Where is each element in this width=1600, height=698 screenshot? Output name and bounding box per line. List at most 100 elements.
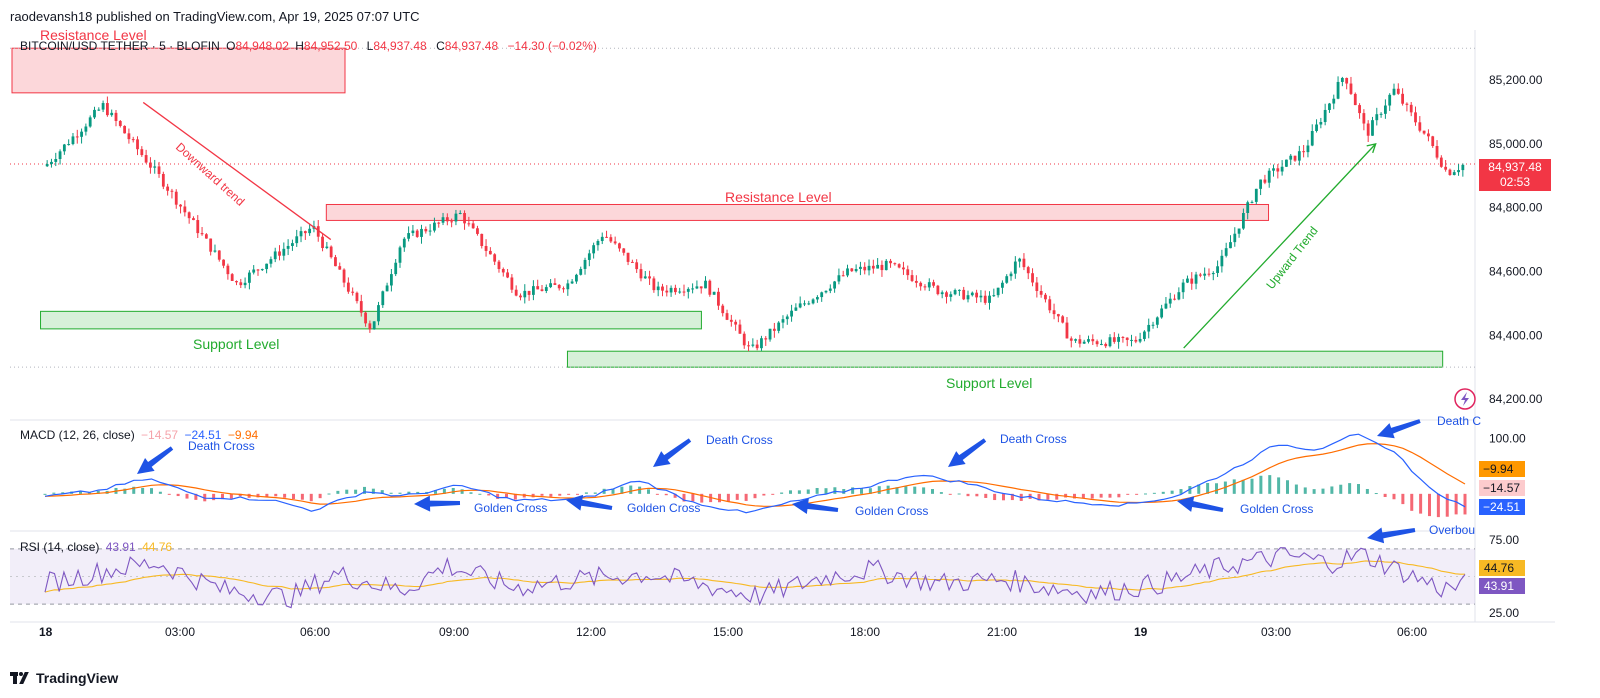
annotation-arrow [137, 446, 174, 474]
candle-body [506, 272, 509, 278]
annotation-arrow [1177, 496, 1224, 512]
candle [217, 250, 221, 262]
candle-body [1087, 339, 1090, 342]
rsi-axis-tick-75: 75.00 [1489, 533, 1519, 547]
candle [760, 335, 763, 351]
candle-body [342, 269, 346, 283]
candle [781, 315, 785, 329]
candle-body [656, 286, 660, 291]
macd-signal-value: −9.94 [227, 428, 259, 442]
candle [273, 247, 277, 263]
label-death-cross: Death Cross [188, 439, 255, 453]
macd-histogram-bar [61, 492, 65, 494]
macd-histogram-bar [1436, 493, 1440, 518]
macd-histogram-bar [1312, 489, 1316, 494]
candle [88, 115, 92, 128]
candle-body [381, 291, 385, 306]
candle-body [544, 287, 548, 292]
candle [351, 287, 355, 296]
candle [514, 285, 518, 297]
candle [828, 284, 832, 294]
candle-body [114, 112, 118, 121]
macd-histogram-bar [1401, 493, 1405, 505]
candle [415, 229, 419, 238]
price-axis-tick: 84,800.00 [1489, 201, 1543, 215]
candle-body [1211, 272, 1215, 275]
macd-histogram-bar [1383, 493, 1387, 498]
candle [1056, 313, 1060, 323]
candle-body [867, 265, 871, 271]
annotation-arrow [653, 438, 692, 467]
candle-body [295, 236, 299, 244]
macd-histogram-bar [682, 493, 686, 502]
candle [1371, 116, 1374, 136]
candle-body [123, 125, 127, 134]
candle-body [828, 288, 832, 291]
candle-body [983, 295, 987, 303]
candle-body [93, 109, 96, 118]
candle-body [979, 295, 983, 298]
macd-histogram-bar [1073, 493, 1076, 499]
candle-body [704, 280, 707, 289]
close-value: 84,937.48 [444, 39, 499, 53]
candle [1173, 294, 1176, 301]
candle-body [1168, 298, 1172, 304]
candle [303, 230, 307, 240]
candle-body [217, 250, 221, 260]
candle [1078, 334, 1082, 348]
candle-body [256, 269, 260, 271]
candle-body [58, 151, 62, 160]
candle [71, 133, 75, 146]
candle [1117, 333, 1121, 349]
candle [260, 268, 264, 272]
candle [1422, 130, 1426, 135]
macd-histogram-bar [957, 493, 961, 495]
candle-body [1285, 159, 1288, 167]
candle [691, 283, 695, 294]
macd-histogram-bar [1037, 493, 1041, 501]
candle-body [463, 213, 466, 224]
candle-body [1418, 122, 1422, 131]
candle [794, 303, 798, 312]
candle [54, 152, 58, 167]
candle [58, 149, 62, 165]
symbol-name: BITCOIN/USD TETHER · 5 · BLOFIN [20, 39, 220, 53]
candle [1082, 339, 1086, 344]
candle [1280, 160, 1284, 176]
candle-body [1388, 94, 1392, 106]
candle-body [303, 231, 307, 234]
candle-body [1362, 113, 1366, 124]
candle [902, 261, 905, 275]
candle [325, 241, 329, 250]
macd-histogram-bar [718, 493, 721, 503]
candle [725, 309, 729, 321]
candle-body [583, 259, 587, 269]
candle [605, 230, 608, 238]
candle-body [906, 269, 910, 276]
candle [183, 200, 187, 217]
candles [45, 76, 1465, 352]
candle [501, 267, 505, 277]
candle [321, 234, 324, 252]
candle-body [355, 292, 359, 302]
candle-body [1233, 233, 1237, 243]
candle-body [1229, 242, 1232, 249]
candle-body [157, 166, 161, 174]
candle-body [1431, 136, 1435, 147]
candle-body [510, 277, 514, 290]
candle [527, 290, 531, 301]
candle [1435, 140, 1439, 160]
candle [1401, 88, 1405, 106]
macd-histogram-bar [629, 485, 633, 494]
macd-histogram-bar [806, 489, 810, 494]
candle-body [966, 295, 970, 300]
macd-line-tag: −24.51 [1483, 500, 1520, 514]
macd-histogram-bar [877, 486, 881, 494]
candle [1439, 155, 1443, 168]
candle [945, 290, 948, 304]
candle [820, 291, 824, 302]
candle-body [368, 323, 372, 330]
candle-body [88, 117, 92, 127]
candle [1332, 94, 1336, 110]
macd-histogram-bar [780, 492, 784, 494]
